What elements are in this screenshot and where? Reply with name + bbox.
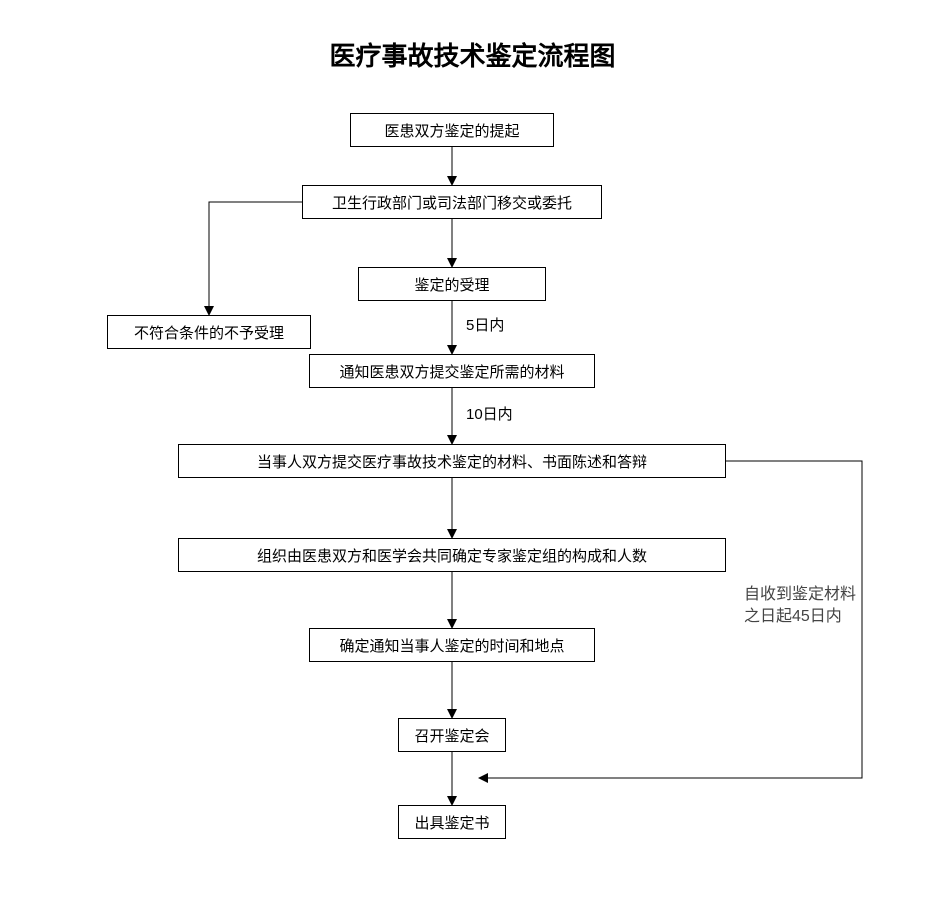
node-n8: 确定通知当事人鉴定的时间和地点 — [309, 628, 595, 662]
node-n3: 鉴定的受理 — [358, 267, 546, 301]
side-label-line1: 自收到鉴定材料 — [744, 586, 856, 603]
node-n1: 医患双方鉴定的提起 — [350, 113, 554, 147]
edge-label-10days: 10日内 — [466, 403, 513, 424]
node-n5: 通知医患双方提交鉴定所需的材料 — [309, 354, 595, 388]
page-title: 医疗事故技术鉴定流程图 — [0, 36, 945, 73]
side-label-45days: 自收到鉴定材料 之日起45日内 — [744, 584, 856, 627]
node-n7: 组织由医患双方和医学会共同确定专家鉴定组的构成和人数 — [178, 538, 726, 572]
node-n10: 出具鉴定书 — [398, 805, 506, 839]
node-n4: 不符合条件的不予受理 — [107, 315, 311, 349]
node-n9: 召开鉴定会 — [398, 718, 506, 752]
node-n6: 当事人双方提交医疗事故技术鉴定的材料、书面陈述和答辩 — [178, 444, 726, 478]
node-n2: 卫生行政部门或司法部门移交或委托 — [302, 185, 602, 219]
edge-label-5days: 5日内 — [466, 314, 504, 335]
side-label-line2: 之日起45日内 — [744, 608, 842, 625]
